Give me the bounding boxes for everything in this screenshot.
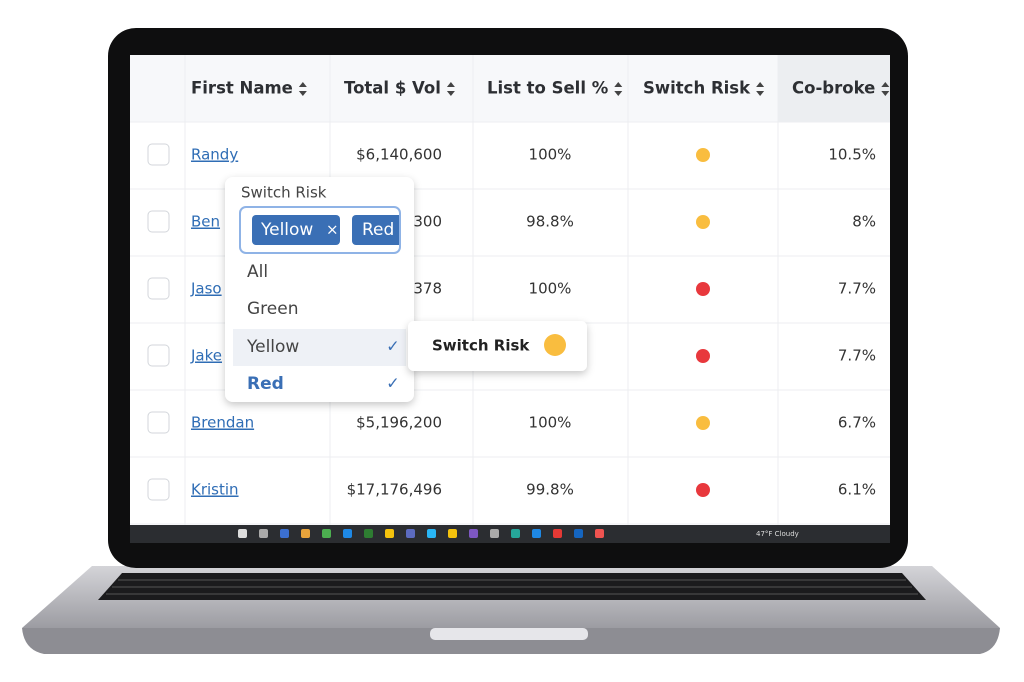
- chip-remove[interactable]: ×: [326, 221, 339, 239]
- co-broke: 10.5%: [828, 146, 876, 164]
- column-header[interactable]: Total $ Vol: [344, 79, 441, 98]
- check-mark: ✓: [386, 374, 399, 393]
- chip-label: Red: [362, 220, 394, 240]
- total-volume: $6,140,600: [356, 146, 442, 164]
- filter-option[interactable]: All: [247, 262, 268, 282]
- laptop-edge: [22, 628, 1000, 654]
- taskbar-icon[interactable]: [364, 529, 373, 538]
- taskbar-icon[interactable]: [343, 529, 352, 538]
- filter-option[interactable]: Yellow: [246, 337, 299, 357]
- list-to-sell: 98.8%: [526, 213, 574, 231]
- chip-group: Yellow × Red: [252, 215, 399, 245]
- taskbar-icon[interactable]: [406, 529, 415, 538]
- taskbar-icon[interactable]: [448, 529, 457, 538]
- tooltip-dot: [544, 334, 566, 356]
- co-broke: 6.1%: [838, 481, 876, 499]
- taskbar-icon[interactable]: [511, 529, 520, 538]
- column-header[interactable]: List to Sell %: [487, 79, 609, 98]
- first-name-link[interactable]: Jaso: [190, 280, 222, 298]
- taskbar-icon[interactable]: [385, 529, 394, 538]
- row-checkbox[interactable]: [147, 210, 170, 233]
- filter-option[interactable]: Green: [247, 299, 298, 319]
- taskbar-icon[interactable]: [427, 529, 436, 538]
- column-header[interactable]: Co-broke: [792, 79, 875, 98]
- taskbar-icon[interactable]: [238, 529, 247, 538]
- list-to-sell: 100%: [529, 414, 572, 432]
- option-highlight: [233, 329, 406, 366]
- first-name-link[interactable]: Randy: [191, 146, 238, 164]
- row-checkbox[interactable]: [147, 344, 170, 367]
- co-broke: 7.7%: [838, 280, 876, 298]
- total-volume: $17,176,496: [347, 481, 442, 499]
- taskbar-icon[interactable]: [553, 529, 562, 538]
- co-broke: 8%: [852, 213, 876, 231]
- taskbar-icon[interactable]: [301, 529, 310, 538]
- taskbar-icon[interactable]: [322, 529, 331, 538]
- taskbar-icon[interactable]: [595, 529, 604, 538]
- total-volume: 378: [413, 280, 442, 298]
- list-to-sell: 100%: [529, 146, 572, 164]
- sort-icon[interactable]: [881, 82, 890, 96]
- first-name-link[interactable]: Brendan: [191, 414, 254, 432]
- tooltip-box: [408, 321, 587, 371]
- switch-risk-dot: [696, 282, 710, 296]
- taskbar-icon[interactable]: [280, 529, 289, 538]
- sort-icon[interactable]: [298, 82, 307, 96]
- total-volume: $5,196,200: [356, 414, 442, 432]
- sorted-header-bg: [778, 55, 890, 122]
- taskbar-icon[interactable]: [532, 529, 541, 538]
- sort-icon[interactable]: [446, 82, 455, 96]
- table-header-bg: [130, 55, 890, 122]
- taskbar: [130, 525, 890, 543]
- total-volume: 300: [413, 213, 442, 231]
- row-checkbox[interactable]: [147, 277, 170, 300]
- key-rows: [106, 579, 918, 595]
- filter-label: Switch Risk: [241, 184, 327, 202]
- switch-risk-dot: [696, 483, 710, 497]
- first-name-link[interactable]: Ben: [191, 213, 220, 231]
- row-checkbox[interactable]: [147, 143, 170, 166]
- list-to-sell: 100%: [529, 280, 572, 298]
- chip-label: Yellow: [260, 220, 313, 240]
- row-checkbox[interactable]: [147, 478, 170, 501]
- switch-risk-dot: [696, 349, 710, 363]
- tooltip-label: Switch Risk: [432, 337, 530, 355]
- co-broke: 7.7%: [838, 347, 876, 365]
- switch-risk-dot: [696, 148, 710, 162]
- list-to-sell: 99.8%: [526, 481, 574, 499]
- first-name-link[interactable]: Kristin: [191, 481, 239, 499]
- sort-icon[interactable]: [614, 82, 623, 96]
- switch-risk-dot: [696, 215, 710, 229]
- taskbar-weather: 47°F Cloudy: [756, 530, 799, 538]
- chip: [352, 215, 399, 245]
- column-header[interactable]: First Name: [191, 79, 293, 98]
- co-broke: 6.7%: [838, 414, 876, 432]
- taskbar-icon[interactable]: [259, 529, 268, 538]
- chip: [252, 215, 340, 245]
- row-checkbox[interactable]: [147, 411, 170, 434]
- risk-tooltip: Switch Risk: [408, 321, 587, 371]
- filter-option[interactable]: Red: [247, 374, 284, 394]
- taskbar-icon[interactable]: [490, 529, 499, 538]
- check-mark: ✓: [386, 337, 399, 356]
- switch-risk-dot: [696, 416, 710, 430]
- sort-icon[interactable]: [756, 82, 765, 96]
- filter-dropdown: Switch Risk Yellow × Red All Green Yellow ✓ Red ✓: [225, 177, 414, 402]
- first-name-link[interactable]: Jake: [190, 347, 222, 365]
- trackpad-notch: [430, 628, 588, 640]
- taskbar-icon[interactable]: [574, 529, 583, 538]
- taskbar-icon[interactable]: [469, 529, 478, 538]
- column-header[interactable]: Switch Risk: [643, 79, 751, 98]
